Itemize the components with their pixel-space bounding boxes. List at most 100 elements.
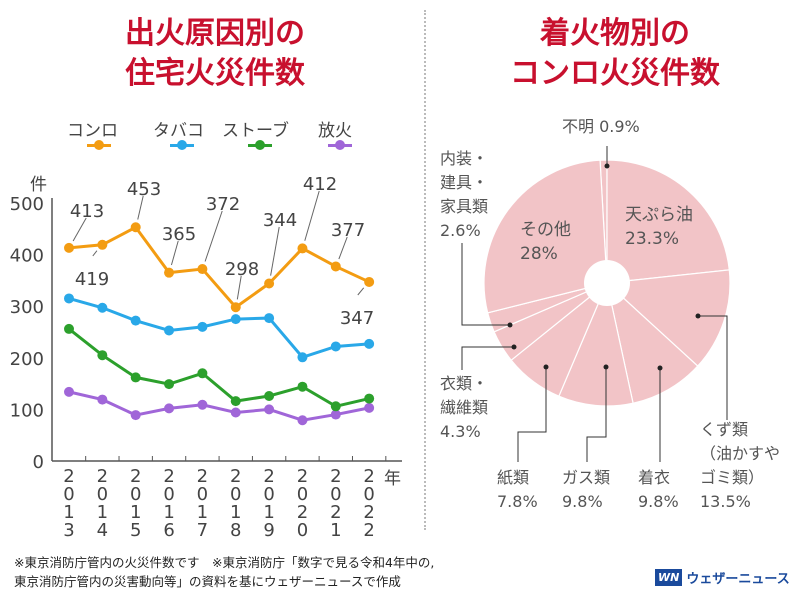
data-label-leader [236, 275, 242, 300]
data-point [64, 386, 74, 397]
pie-slice-その他 [483, 159, 608, 314]
pie-chart-title: 着火物別の コンロ火災件数 [460, 14, 770, 94]
leader-dots [507, 163, 701, 371]
data-point [197, 368, 208, 379]
divider [424, 10, 426, 530]
data-point [364, 338, 375, 349]
pie-label-tempura: 天ぷら油 23.3% [625, 205, 693, 249]
data-label: 419 [75, 269, 109, 290]
data-point [97, 302, 108, 313]
data-label-leader [72, 217, 87, 242]
legend-marker-houka [328, 140, 352, 150]
data-label-leader [204, 210, 223, 262]
y-tick-label: 0 [33, 452, 44, 473]
line-chart-title: 出火原因別の 住宅火災件数 [60, 14, 370, 94]
y-tick-label: 300 [10, 297, 44, 318]
data-label-leader [137, 195, 144, 220]
legend-label-houka: 放火 [318, 121, 352, 141]
data-point [197, 321, 208, 332]
y-tick-label: 100 [10, 400, 44, 421]
legend-label-tabako: タバコ [153, 121, 204, 141]
pie-label-gas: ガス類 9.8% [562, 468, 611, 511]
y-axis-unit: 件 [30, 175, 47, 195]
data-label: 412 [303, 174, 337, 195]
data-label-leader [92, 250, 98, 257]
data-point [164, 267, 175, 278]
data-point [364, 276, 375, 287]
data-point [297, 381, 308, 392]
data-point [330, 401, 341, 412]
pie-label-fumei: 不明 0.9% [562, 117, 640, 136]
data-point [64, 242, 74, 253]
data-label: 347 [340, 308, 374, 329]
pie-slice-ガス類 [558, 281, 634, 407]
pie-slice-天ぷら油 [606, 159, 730, 284]
data-label-leader [270, 226, 280, 276]
data-point [364, 393, 375, 404]
data-label: 365 [162, 224, 196, 245]
line-chart-title-line2: 住宅火災件数 [125, 56, 305, 91]
data-point [97, 239, 108, 250]
x-axis-unit: 年 [384, 469, 401, 489]
series-line-放火 [68, 390, 370, 422]
y-tick-label: 400 [10, 246, 44, 267]
data-point [130, 410, 141, 421]
data-point [97, 394, 108, 405]
series-line-タバコ [68, 297, 370, 360]
y-tick-label: 500 [10, 194, 44, 215]
data-point [64, 323, 74, 334]
data-label: 298 [225, 259, 259, 280]
pie-chart-title-line2: コンロ火災件数 [510, 56, 720, 91]
data-point [364, 402, 375, 413]
pie-chart [461, 146, 731, 462]
data-point [264, 390, 275, 401]
data-label: 453 [127, 179, 161, 200]
data-point [330, 341, 341, 352]
data-label: 377 [331, 220, 365, 241]
pie-chart-title-line1: 着火物別の [540, 16, 690, 51]
pie-label-naisou: 内装・ 建具・ 家具類 2.6% [440, 149, 489, 240]
data-point [297, 415, 308, 426]
leader-lines [461, 146, 728, 462]
pie-label-irui: 衣類・ 繊維類 4.3% [440, 374, 489, 441]
data-label: 372 [206, 194, 240, 215]
y-tick-label: 200 [10, 349, 44, 370]
line-chart-title-line1: 出火原因別の [125, 16, 305, 51]
data-point [130, 372, 141, 383]
data-point [64, 293, 74, 304]
data-point [330, 261, 341, 272]
data-point [297, 352, 308, 363]
pie-slice-くず類（油かすやゴミ類） [605, 269, 731, 367]
data-point [230, 302, 241, 313]
data-point [330, 409, 341, 420]
data-point [130, 315, 141, 326]
donut-hole [584, 260, 630, 306]
data-label-leader [170, 240, 179, 266]
data-label: 413 [70, 201, 104, 222]
data-point [164, 403, 175, 414]
legend-marker-stove [248, 140, 272, 150]
legend-marker-konro [87, 140, 111, 150]
footnote-line1: ※東京消防庁管内の火災件数です ※東京消防庁「数字で見る令和4年中の, [14, 555, 435, 570]
data-point [164, 379, 175, 390]
footnote: ※東京消防庁管内の火災件数です ※東京消防庁「数字で見る令和4年中の, 東京消防… [14, 553, 434, 591]
data-point [264, 278, 275, 289]
data-point [130, 222, 141, 233]
data-point [230, 407, 241, 418]
brand-logo: WN ウェザーニュース [655, 568, 790, 587]
data-label-leader [338, 236, 348, 260]
data-point [264, 313, 275, 324]
data-point [297, 243, 308, 254]
legend-marker-tabako [170, 140, 194, 150]
pie-label-sonota: その他 28% [520, 220, 571, 264]
